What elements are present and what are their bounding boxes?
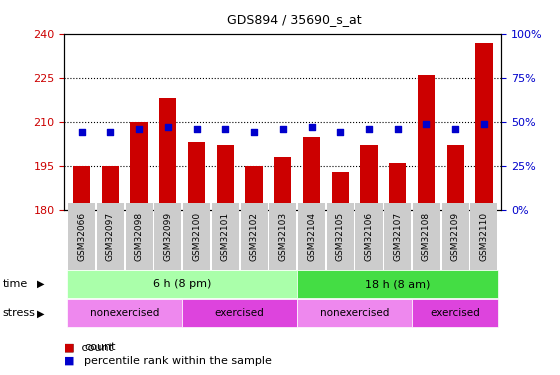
Point	[307, 124, 316, 130]
Bar	[412, 299, 498, 327]
Text: 18 h (8 am): 18 h (8 am)	[365, 279, 431, 289]
Point	[134, 126, 143, 132]
Point	[192, 126, 201, 132]
Bar	[73, 166, 90, 210]
Bar	[361, 146, 377, 210]
Point	[250, 129, 259, 135]
Text: ■: ■	[64, 356, 75, 366]
Text: GSM32102: GSM32102	[250, 212, 259, 261]
Bar	[297, 270, 498, 298]
Text: GSM32108: GSM32108	[422, 212, 431, 261]
Text: count: count	[84, 342, 115, 352]
Point	[221, 126, 230, 132]
Text: GSM32106: GSM32106	[365, 212, 374, 261]
Bar	[67, 299, 182, 327]
Bar	[274, 157, 291, 210]
Bar	[159, 98, 176, 210]
Bar	[182, 299, 297, 327]
Text: GSM32100: GSM32100	[192, 212, 201, 261]
Bar	[245, 166, 263, 210]
Text: GSM32110: GSM32110	[479, 212, 488, 261]
Text: GSM32107: GSM32107	[393, 212, 402, 261]
Text: nonexercised: nonexercised	[90, 308, 160, 318]
Text: ▶: ▶	[36, 279, 44, 289]
Text: 6 h (8 pm): 6 h (8 pm)	[153, 279, 212, 289]
Bar	[188, 142, 205, 210]
Bar	[389, 163, 407, 210]
Point	[106, 129, 115, 135]
Text: ■  count: ■ count	[64, 342, 113, 352]
Text: GSM32097: GSM32097	[106, 212, 115, 261]
Bar	[446, 146, 464, 210]
Text: time: time	[3, 279, 28, 289]
Text: exercised: exercised	[430, 308, 480, 318]
Text: stress: stress	[3, 308, 36, 318]
Point	[451, 126, 460, 132]
Bar	[130, 122, 148, 210]
Text: ■: ■	[64, 342, 75, 352]
Text: GSM32098: GSM32098	[134, 212, 143, 261]
Bar	[297, 299, 412, 327]
Bar	[332, 172, 349, 210]
Text: nonexercised: nonexercised	[320, 308, 389, 318]
Point	[393, 126, 402, 132]
Bar	[303, 136, 320, 210]
Bar	[475, 42, 493, 210]
Text: GSM32103: GSM32103	[278, 212, 287, 261]
Bar	[102, 166, 119, 210]
Point	[164, 124, 172, 130]
Text: exercised: exercised	[215, 308, 264, 318]
Point	[336, 129, 345, 135]
Text: GSM32105: GSM32105	[336, 212, 345, 261]
Bar	[418, 75, 435, 210]
Point	[77, 129, 86, 135]
Point	[278, 126, 287, 132]
Bar	[217, 146, 234, 210]
Text: GSM32099: GSM32099	[164, 212, 172, 261]
Point	[365, 126, 374, 132]
Text: GSM32066: GSM32066	[77, 212, 86, 261]
Text: ▶: ▶	[36, 308, 44, 318]
Point	[479, 121, 488, 127]
Text: GDS894 / 35690_s_at: GDS894 / 35690_s_at	[227, 13, 361, 26]
Bar	[67, 270, 297, 298]
Text: GSM32109: GSM32109	[451, 212, 460, 261]
Text: percentile rank within the sample: percentile rank within the sample	[84, 356, 272, 366]
Text: GSM32101: GSM32101	[221, 212, 230, 261]
Point	[422, 121, 431, 127]
Text: GSM32104: GSM32104	[307, 212, 316, 261]
